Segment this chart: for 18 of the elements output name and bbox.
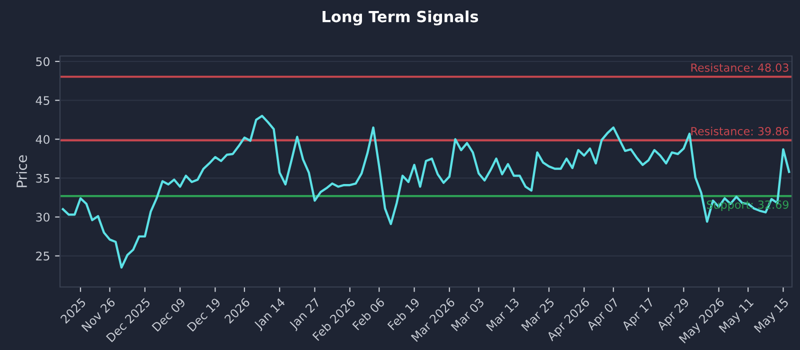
ref-line-label: Resistance: 48.03: [691, 63, 788, 72]
x-tick-label: Dec 19: [186, 297, 222, 332]
y-axis-title: Price: [16, 155, 28, 188]
x-tick-label: Mar 13: [486, 298, 520, 332]
y-tick-label: 40: [36, 134, 50, 144]
chart-title: Long Term Signals: [322, 10, 478, 26]
y-tick-label: 25: [36, 252, 50, 261]
y-tick-label: 50: [36, 57, 50, 66]
x-tick-label: Feb 19: [387, 297, 420, 330]
line-series: [62, 114, 790, 269]
y-tick-label: 35: [36, 174, 50, 183]
y-tick-label: 45: [36, 96, 50, 105]
ref-line-label: Resistance: 39.86: [691, 126, 789, 136]
y-tick-label: 30: [36, 212, 50, 222]
x-tick-label: Mar 25: [520, 298, 555, 332]
x-tick-label: Apr 17: [621, 298, 656, 332]
x-tick-label: Dec 09: [152, 297, 186, 332]
x-tick-label: Jan 14: [253, 297, 288, 332]
